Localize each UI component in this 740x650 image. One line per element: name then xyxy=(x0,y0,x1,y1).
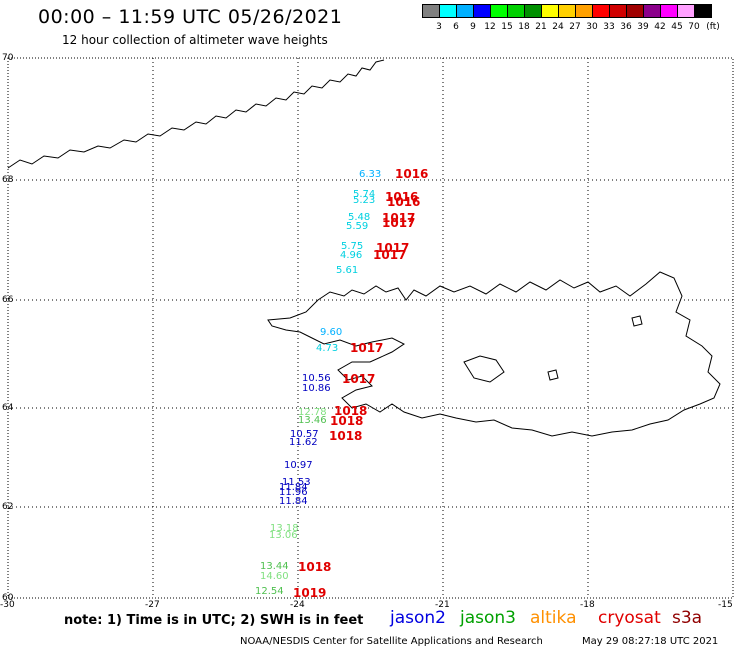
wave-height-value: 10.97 xyxy=(284,460,313,471)
wave-height-value: 14.60 xyxy=(260,571,289,582)
scale-label: 42 xyxy=(654,22,666,32)
lake-2 xyxy=(631,315,643,327)
pressure-value: 1016 xyxy=(385,190,419,204)
wave-height-value: 5.74 xyxy=(353,189,376,200)
scale-label: 45 xyxy=(671,22,683,32)
legend-jason2: jason2 xyxy=(390,608,446,628)
map-subtitle: 12 hour collection of altimeter wave hei… xyxy=(62,33,328,47)
scale-swatch xyxy=(694,4,712,18)
pressure-value: 1016 xyxy=(395,167,429,181)
pressure-value: 1016 xyxy=(387,195,421,209)
scale-label: 12 xyxy=(484,22,496,32)
pressure-value: 1017 xyxy=(382,216,416,230)
scale-label: 39 xyxy=(637,22,649,32)
wave-height-value: 11.84 xyxy=(279,482,308,493)
scale-label: 24 xyxy=(552,22,564,32)
map-title: 00:00 – 11:59 UTC 05/26/2021 xyxy=(38,6,343,28)
scale-label: 70 xyxy=(688,22,700,32)
wave-height-value: 13.46 xyxy=(298,415,327,426)
scale-label: (ft) xyxy=(706,22,720,32)
scale-label: 3 xyxy=(436,22,442,32)
scale-label: 6 xyxy=(453,22,459,32)
wave-height-value: 13.18 xyxy=(270,523,299,534)
wave-height-value: 11.53 xyxy=(282,477,311,488)
wave-height-value: 6.33 xyxy=(359,169,382,180)
scale-label: 30 xyxy=(586,22,598,32)
pressure-value: 1018 xyxy=(334,404,368,418)
lon-label: -30 xyxy=(0,600,15,610)
scale-label: 18 xyxy=(518,22,530,32)
wave-height-value: 10.86 xyxy=(302,383,331,394)
legend-altika: altika xyxy=(530,608,577,628)
lat-gridlines xyxy=(8,179,733,508)
generated-timestamp: May 29 08:27:18 UTC 2021 xyxy=(582,636,719,647)
wave-height-value: 12.54 xyxy=(255,586,284,597)
pressure-value: 1018 xyxy=(330,414,364,428)
wave-height-value: 5.23 xyxy=(353,195,376,206)
wave-height-value: 5.75 xyxy=(341,241,364,252)
lon-label: -21 xyxy=(435,600,450,610)
scale-label: 27 xyxy=(569,22,581,32)
lat-label: 64 xyxy=(2,403,14,413)
wave-height-value: 12.78 xyxy=(298,407,327,418)
legend-jason3: jason3 xyxy=(460,608,516,628)
wave-height-value: 5.59 xyxy=(346,221,369,232)
wave-height-value: 5.61 xyxy=(336,265,359,276)
pressure-value: 1017 xyxy=(350,341,384,355)
units-note: note: 1) Time is in UTC; 2) SWH is in fe… xyxy=(64,613,364,628)
lake-3 xyxy=(547,369,559,381)
lat-label: 60 xyxy=(2,593,14,603)
lat-label: 68 xyxy=(2,175,14,185)
scale-label: 21 xyxy=(535,22,547,32)
scale-label: 33 xyxy=(603,22,615,32)
wave-height-value: 11.84 xyxy=(279,496,308,507)
pressure-value: 1017 xyxy=(373,248,407,262)
wave-height-value: 11.96 xyxy=(279,487,308,498)
wave-height-value: 10.56 xyxy=(302,373,331,384)
wave-height-value: 4.73 xyxy=(316,343,339,354)
lat-label: 70 xyxy=(2,53,14,63)
lat-label: 62 xyxy=(2,502,14,512)
lon-label: -15 xyxy=(718,600,733,610)
lon-gridlines xyxy=(152,58,589,598)
wave-height-value: 4.96 xyxy=(340,250,363,261)
wave-height-value: 11.62 xyxy=(289,437,318,448)
lon-label: -18 xyxy=(580,600,595,610)
greenland-coastline xyxy=(7,59,385,169)
lon-label: -27 xyxy=(145,600,160,610)
scale-label: 36 xyxy=(620,22,632,32)
pressure-value: 1017 xyxy=(342,372,376,386)
credit-text: NOAA/NESDIS Center for Satellite Applica… xyxy=(240,636,543,647)
lat-label: 66 xyxy=(2,295,14,305)
wave-height-value: 5.48 xyxy=(348,212,371,223)
wave-height-value: 9.60 xyxy=(320,327,343,338)
scale-label: 9 xyxy=(470,22,476,32)
wave-height-value: 13.44 xyxy=(260,561,289,572)
scale-label: 15 xyxy=(501,22,513,32)
pressure-value: 1017 xyxy=(376,241,410,255)
map-frame xyxy=(7,57,734,599)
pressure-value: 1017 xyxy=(382,211,416,225)
iceland-coastline xyxy=(267,271,721,437)
pressure-value: 1018 xyxy=(329,429,363,443)
pressure-value: 1018 xyxy=(298,560,332,574)
pressure-value: 1019 xyxy=(293,586,327,600)
lon-label: -24 xyxy=(290,600,305,610)
legend-s3a: s3a xyxy=(672,608,703,628)
wave-height-value: 10.57 xyxy=(290,429,319,440)
wave-height-value: 13.06 xyxy=(269,530,298,541)
legend-cryosat: cryosat xyxy=(598,608,661,628)
lake-1 xyxy=(463,355,505,383)
